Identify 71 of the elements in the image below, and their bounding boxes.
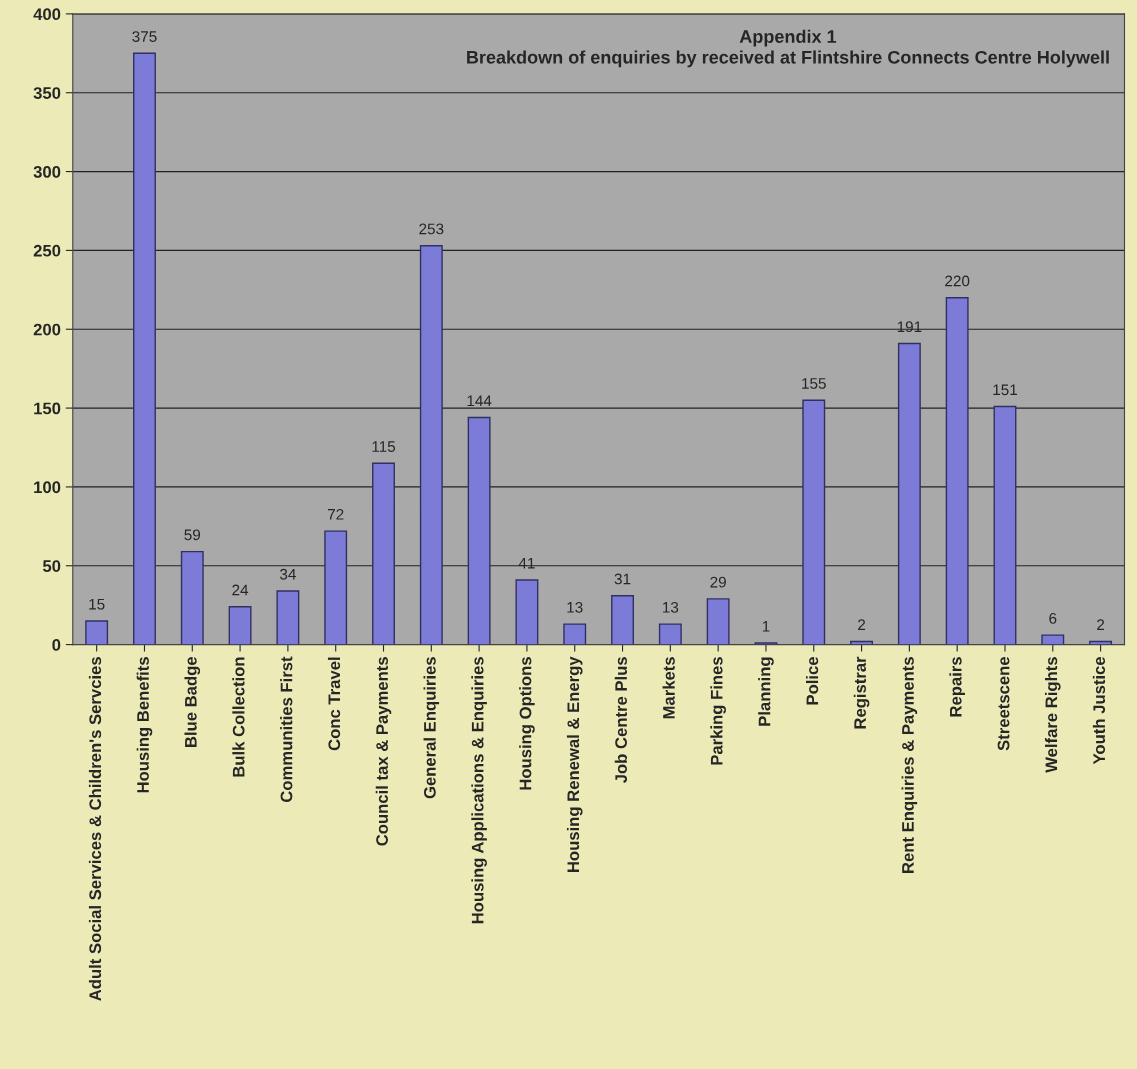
y-tick-label: 150 (34, 402, 61, 415)
data-label: 253 (419, 223, 444, 235)
x-tick-label: Housing Benefits (136, 657, 153, 793)
data-label: 13 (663, 601, 679, 613)
x-tick-label: Parking Fines (710, 657, 726, 765)
bar (563, 623, 587, 645)
bar (945, 297, 969, 645)
bar (1041, 634, 1065, 645)
x-tick-label: Adult Social Services & Children's Servcies (88, 657, 102, 1001)
bar (993, 405, 1017, 645)
bar (419, 244, 443, 645)
data-label: 72 (327, 508, 344, 520)
data-label: 59 (184, 529, 201, 541)
bar (85, 620, 109, 645)
bar (802, 399, 826, 645)
bar (228, 606, 252, 645)
y-tick-label: 200 (33, 323, 61, 336)
data-label: 151 (993, 384, 1017, 396)
data-label: 29 (710, 576, 726, 588)
bar (133, 52, 156, 645)
bar (706, 598, 730, 645)
bar (515, 579, 539, 645)
x-tick-label: Youth Justice (1092, 656, 1106, 765)
bar (180, 550, 204, 645)
y-tick-label: 350 (33, 87, 61, 99)
bar (897, 342, 921, 645)
x-tick-label: Housing Renewal & Energy (566, 656, 583, 872)
data-label: 220 (945, 275, 970, 287)
bar (372, 462, 395, 645)
x-tick-label: Bulk Collection (232, 657, 245, 777)
data-label: 6 (1049, 612, 1057, 624)
bar (324, 530, 348, 645)
x-tick-label: Conc Travel (327, 657, 341, 751)
y-tick-label: 400 (33, 8, 61, 21)
x-tick-label: Police (805, 656, 819, 705)
x-tick-label: Council tax & Payments (375, 657, 392, 846)
y-tick-label: 250 (33, 244, 61, 257)
x-tick-label: Rent Enquiries & Payments (901, 657, 918, 873)
data-label: 1 (762, 621, 770, 632)
x-tick-label: Repairs (949, 657, 965, 717)
bar (611, 595, 634, 645)
data-label: 24 (232, 584, 249, 596)
x-tick-label: Job Centre Plus (614, 657, 628, 784)
x-tick-label: Markets (662, 657, 675, 719)
y-tick-label: 50 (42, 560, 61, 572)
data-label: 2 (858, 619, 866, 630)
data-label: 31 (614, 573, 631, 585)
bar (467, 416, 491, 645)
data-label: 375 (132, 31, 157, 42)
data-label: 115 (372, 441, 396, 452)
text: Appendix 1 Breakdown of enquiries by received at Flintshire Connects Centre Holywell (467, 29, 1109, 68)
data-label: 2 (1097, 619, 1105, 630)
x-tick-label: Housing Applications & Enquiries (471, 657, 487, 924)
x-tick-label: General Enquiries (423, 657, 440, 799)
bar (658, 623, 682, 645)
bar (276, 590, 300, 645)
data-label: 15 (89, 598, 105, 610)
y-tick-label: 300 (33, 165, 61, 178)
y-tick-label: 0 (52, 639, 61, 651)
data-label: 13 (567, 601, 583, 613)
x-tick-label: Housing Options (519, 657, 535, 790)
data-label: 144 (467, 395, 492, 407)
x-tick-label: Welfare Rights (1044, 657, 1061, 773)
x-tick-label: Communities First (280, 656, 293, 803)
x-tick-label: Registrar (853, 656, 870, 729)
data-label: 155 (802, 378, 826, 389)
data-label: 34 (279, 568, 296, 580)
x-tick-label: Planning (758, 657, 774, 726)
x-tick-label: Blue Badge (184, 656, 201, 747)
x-tick-label: Streetscene (997, 656, 1010, 751)
y-tick-label: 100 (34, 481, 61, 494)
